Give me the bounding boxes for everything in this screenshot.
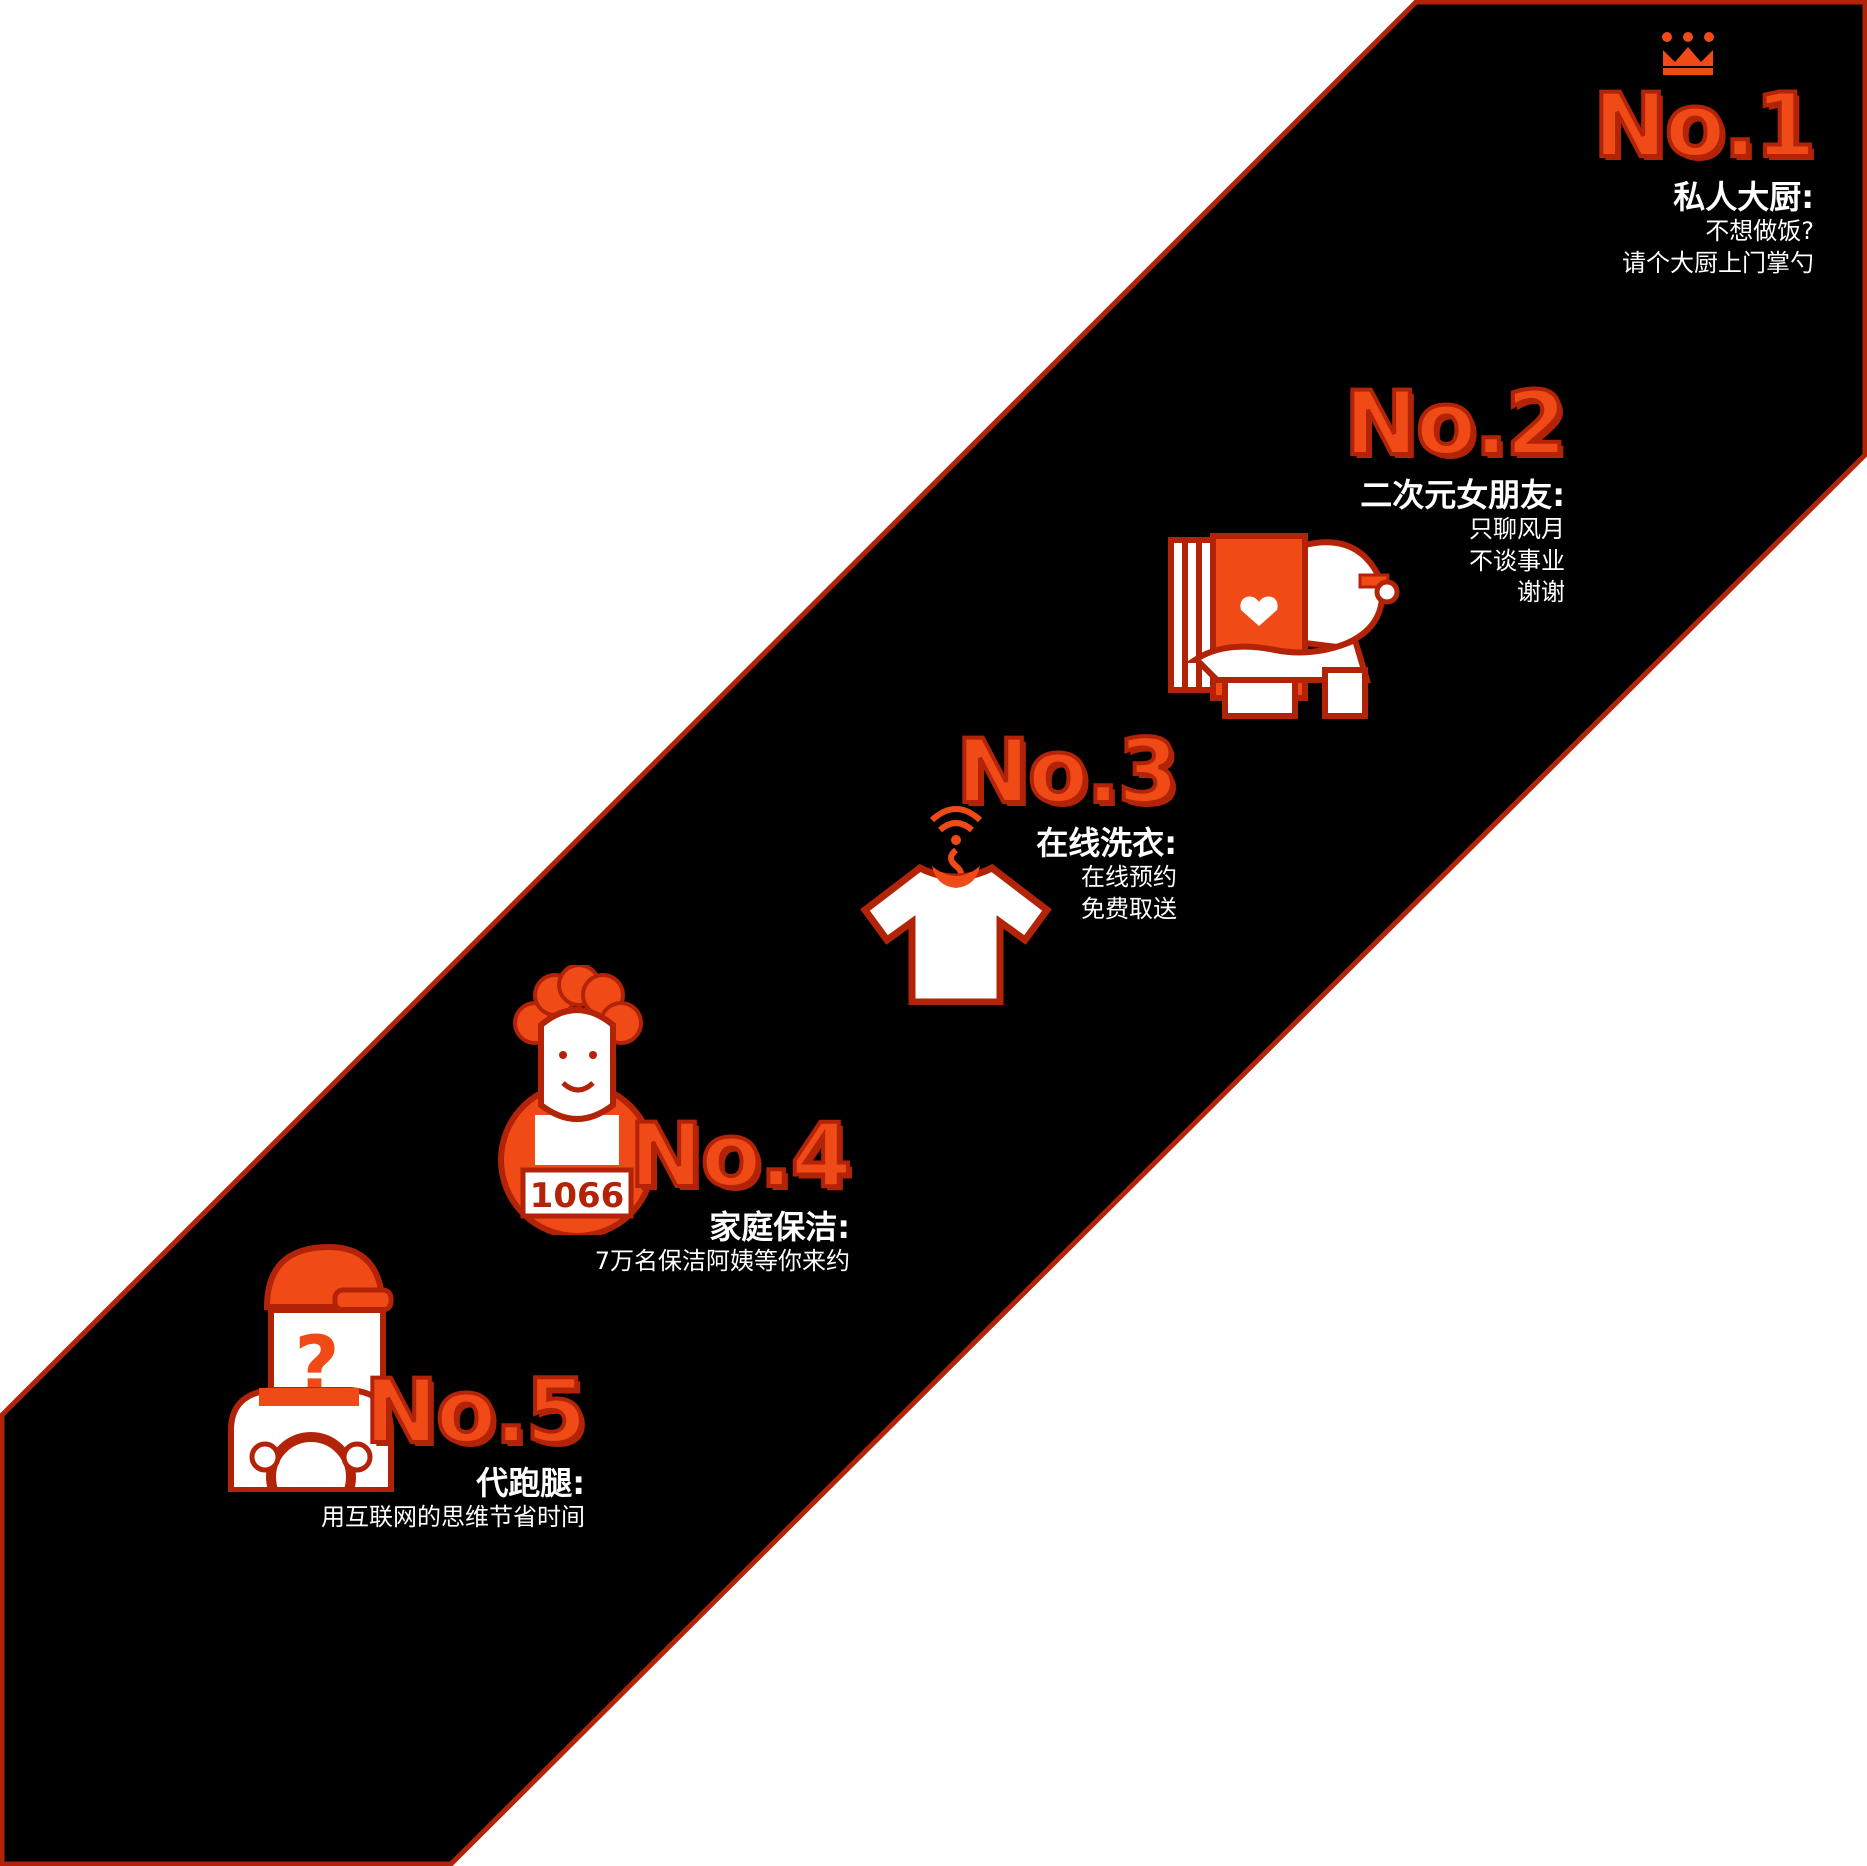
item-title: 二次元女朋友: (1360, 476, 1565, 514)
item-desc-line: 7万名保洁阿姨等你来约 (594, 1247, 850, 1276)
item-5: No.5 代跑腿: 用互联网的思维节省时间 (321, 1360, 589, 1534)
item-desc-line: 不想做饭? (1705, 217, 1814, 246)
anime-girlfriend-icon (1168, 533, 1400, 719)
rank-label: No.3 (954, 720, 1181, 823)
item-1: No.1 私人大厨: 不想做饭? 请个大厨上门掌勺 (1591, 74, 1818, 279)
cleaner-icon: 1066 (498, 965, 656, 1235)
item-desc-line: 在线预约 (1081, 863, 1177, 892)
item-title: 在线洗衣: (1036, 824, 1177, 862)
item-2: No.2 二次元女朋友: 只聊风月 不谈事业 谢谢 (1342, 372, 1569, 608)
item-3: No.3 在线洗衣: 在线预约 免费取送 (954, 720, 1181, 925)
rank-label: No.5 (362, 1360, 589, 1463)
item-desc-line: 请个大厨上门掌勺 (1622, 248, 1814, 277)
rank-label: No.4 (627, 1104, 854, 1207)
tshirt-hanger-icon (860, 806, 1052, 1005)
item-title: 家庭保洁: (709, 1208, 850, 1246)
item-desc-line: 免费取送 (1081, 894, 1177, 923)
rank-label: No.1 (1591, 74, 1818, 177)
item-4: No.4 家庭保洁: 7万名保洁阿姨等你来约 (594, 1104, 854, 1278)
crown-icon (1662, 32, 1714, 75)
rank-label: No.2 (1342, 372, 1569, 475)
item-title: 私人大厨: (1673, 178, 1814, 216)
item-title: 代跑腿: (476, 1464, 585, 1502)
item-desc-line: 谢谢 (1517, 577, 1565, 606)
item-desc-line: 只聊风月 (1469, 515, 1565, 544)
badge-number: 1066 (530, 1176, 625, 1216)
item-desc-line: 不谈事业 (1469, 546, 1565, 575)
courier-icon: ? (228, 1243, 394, 1492)
item-desc-line: 用互联网的思维节省时间 (321, 1503, 585, 1532)
